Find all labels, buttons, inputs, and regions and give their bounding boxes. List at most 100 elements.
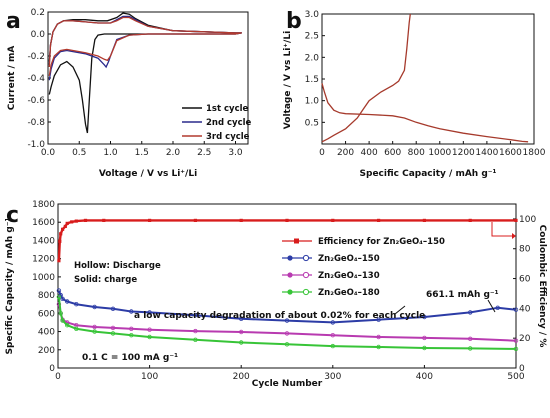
panel-a-legend-label: 2nd cycle bbox=[206, 118, 252, 128]
panel-a-legend-label: 1st cycle bbox=[206, 104, 249, 114]
panel-c-point bbox=[377, 218, 381, 222]
panel-c-legend-marker bbox=[294, 238, 299, 244]
panel-b-ticks: 0 200 400 600 800 1000 1200 1400 1600 1800 0.5 1.0 1… bbox=[305, 10, 546, 158]
panel-a-legend: 1st cycle 2nd cycle 3rd cycle bbox=[182, 104, 252, 142]
panel-c-legend-label: Efficiency for Zn₂GeO₄–150 bbox=[318, 237, 445, 247]
panel-a-series bbox=[48, 12, 242, 134]
panel-a-ytick-label: -0.8 bbox=[27, 118, 45, 128]
panel-c-point bbox=[331, 218, 335, 222]
panel-c-legend-label: Zn₂GeO₄–150 bbox=[318, 254, 380, 264]
note-solid: Solid: charge bbox=[74, 275, 137, 285]
panel-c-point bbox=[193, 313, 198, 318]
efficiency-arrowhead bbox=[512, 233, 516, 239]
panel-b-label: b bbox=[286, 9, 302, 34]
panel-c-point bbox=[102, 218, 106, 222]
panel-c-ytick-label: 400 bbox=[38, 328, 55, 338]
panel-c-point bbox=[110, 306, 116, 311]
panel-c-point bbox=[330, 320, 335, 325]
panel-b-xtick-label: 1800 bbox=[523, 148, 546, 158]
panel-b-xtick-label: 1400 bbox=[475, 148, 498, 158]
panel-c-point bbox=[422, 335, 427, 341]
panel-c-point bbox=[129, 326, 134, 331]
panel-b-frame bbox=[321, 13, 535, 145]
panel-a-legend-label: 3rd cycle bbox=[206, 132, 250, 142]
panel-a-ytick-label: 0.0 bbox=[31, 30, 46, 40]
panel-c-ytick-label: 1000 bbox=[32, 273, 55, 283]
panel-c-point bbox=[58, 311, 63, 316]
panel-c-point bbox=[83, 218, 88, 222]
panel-c-point bbox=[284, 318, 290, 323]
panel-c-series bbox=[56, 218, 519, 352]
note-hollow: Hollow: Discharge bbox=[74, 261, 161, 271]
panel-c-point bbox=[70, 220, 74, 224]
panel-c-ytick-label: 600 bbox=[38, 309, 55, 319]
panel-c-ytick-label: 1600 bbox=[32, 218, 55, 228]
panel-c-legend: Efficiency for Zn₂GeO₄–150 Zn₂GeO₄–150 Zn₂… bbox=[282, 237, 445, 298]
degradation-arrow bbox=[394, 305, 406, 315]
panel-c-xlabel: Cycle Number bbox=[252, 379, 323, 389]
panel-b-ytick-label: 3.0 bbox=[305, 10, 320, 20]
panel-b-ytick-label: 1.0 bbox=[305, 97, 320, 107]
panel-c-point bbox=[468, 310, 473, 315]
panel-c-point bbox=[74, 219, 78, 223]
panel-b-series bbox=[321, 13, 529, 143]
panel-c-point bbox=[110, 325, 116, 331]
panel-c-point bbox=[56, 294, 62, 300]
panel-c-point bbox=[468, 336, 473, 341]
panel-c-point bbox=[129, 309, 134, 314]
panel-a-ytick-label: -1.0 bbox=[27, 140, 45, 150]
panel-c-xtick-label: 400 bbox=[416, 372, 433, 382]
panel-c-series-line bbox=[57, 290, 517, 324]
panel-c-point bbox=[238, 340, 244, 345]
panel-c-point bbox=[92, 304, 97, 310]
panel-c-y2tick-label: 60 bbox=[519, 275, 531, 285]
panel-c-frame bbox=[57, 203, 517, 369]
panel-c-point bbox=[376, 344, 381, 350]
panel-c-legend-label: Zn₂GeO₄–130 bbox=[318, 271, 380, 281]
panel-c-point bbox=[60, 296, 65, 301]
panel-c-label: c bbox=[6, 203, 19, 228]
panel-c-legend-marker bbox=[302, 288, 310, 296]
panel-b-xtick-label: 200 bbox=[337, 148, 354, 158]
panel-a-xtick-label: 1.5 bbox=[135, 148, 149, 158]
panel-c-point bbox=[284, 331, 290, 336]
panel-c-point bbox=[376, 317, 381, 322]
panel-c-ytick-label: 0 bbox=[49, 364, 55, 374]
panel-c-point bbox=[468, 346, 473, 351]
panel-b-ytick-label: 2.0 bbox=[305, 53, 320, 63]
panel-c-point bbox=[284, 342, 290, 347]
panel-c-point bbox=[513, 346, 519, 352]
panel-c-point bbox=[238, 329, 244, 335]
panel-c-point bbox=[63, 224, 67, 228]
panel-c-point bbox=[193, 337, 198, 342]
panel-b-series-line bbox=[321, 13, 411, 143]
panel-a-ytick-label: -0.2 bbox=[27, 52, 45, 62]
panel-a-ylabel: Current / mA bbox=[7, 46, 17, 111]
panel-c-point bbox=[92, 329, 97, 334]
panel-a: a 0.0 0.5 1.0 1.5 2.0 2.5 3.0 -1.0 -0.8 -0.6 -0.4 -… bbox=[6, 8, 252, 179]
panel-a-label: a bbox=[6, 9, 21, 34]
panel-c-ytick-label: 1400 bbox=[32, 236, 55, 246]
panel-c-legend-marker bbox=[302, 271, 310, 279]
panel-a-ytick-label: 0.2 bbox=[31, 8, 45, 18]
panel-c-ytick-label: 1200 bbox=[32, 255, 55, 265]
panel-c-point bbox=[60, 318, 65, 323]
panel-c-point bbox=[59, 232, 63, 236]
panel-c-point bbox=[193, 218, 197, 222]
panel-b-xtick-label: 1200 bbox=[452, 148, 475, 158]
panel-a-series-line bbox=[48, 15, 242, 81]
panel-c-y2tick-label: 40 bbox=[519, 304, 531, 314]
panel-a-xtick-label: 2.0 bbox=[166, 148, 181, 158]
panel-b-ytick-label: 0.5 bbox=[305, 118, 319, 128]
panel-c-point bbox=[129, 333, 134, 338]
panel-b-xtick-label: 0 bbox=[319, 148, 325, 158]
panel-c-y2label: Coulombic Efficiency / % bbox=[537, 225, 547, 348]
degradation-annotation: a low capacity degradation of about 0.02… bbox=[134, 311, 425, 321]
panel-a-xtick-label: 2.5 bbox=[197, 148, 211, 158]
panel-c-point bbox=[422, 345, 427, 351]
panel-c-point bbox=[468, 218, 472, 222]
panel-c-point bbox=[422, 218, 426, 222]
panel-a-ytick-label: -0.6 bbox=[27, 96, 45, 106]
panel-c-legend-marker bbox=[287, 289, 293, 295]
panel-c-point bbox=[64, 299, 70, 304]
